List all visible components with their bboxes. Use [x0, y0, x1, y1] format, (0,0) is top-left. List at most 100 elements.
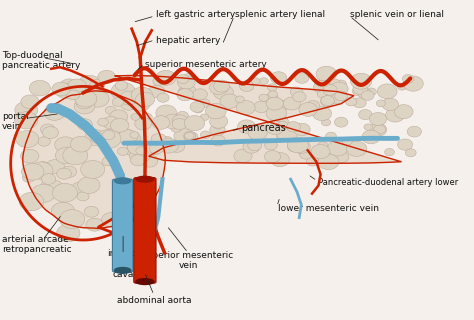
Circle shape: [359, 109, 372, 120]
Circle shape: [77, 192, 89, 201]
Circle shape: [60, 210, 85, 228]
Circle shape: [268, 91, 277, 98]
Circle shape: [353, 84, 367, 94]
Circle shape: [102, 116, 119, 129]
Circle shape: [57, 168, 72, 179]
Circle shape: [169, 140, 185, 152]
Circle shape: [290, 87, 303, 96]
Circle shape: [112, 98, 124, 106]
Circle shape: [248, 140, 262, 151]
Circle shape: [234, 149, 252, 163]
Circle shape: [271, 72, 287, 84]
Circle shape: [220, 94, 239, 108]
Circle shape: [271, 153, 290, 167]
Circle shape: [350, 73, 372, 89]
Circle shape: [86, 90, 109, 107]
Circle shape: [210, 115, 228, 128]
Circle shape: [376, 100, 385, 107]
Circle shape: [264, 140, 277, 150]
Circle shape: [55, 147, 78, 164]
Circle shape: [330, 79, 340, 87]
Circle shape: [214, 85, 233, 100]
Circle shape: [382, 98, 399, 111]
FancyBboxPatch shape: [112, 179, 133, 272]
Circle shape: [321, 96, 334, 106]
Circle shape: [323, 84, 337, 95]
Circle shape: [342, 137, 352, 145]
Circle shape: [193, 106, 203, 113]
Circle shape: [96, 130, 121, 148]
Circle shape: [78, 177, 100, 194]
Circle shape: [210, 81, 228, 94]
Circle shape: [266, 106, 287, 121]
Circle shape: [143, 114, 152, 121]
Circle shape: [369, 112, 387, 125]
Circle shape: [46, 160, 64, 174]
Circle shape: [335, 91, 347, 101]
Circle shape: [38, 137, 50, 146]
Circle shape: [176, 111, 189, 121]
Circle shape: [326, 132, 337, 140]
Circle shape: [81, 160, 105, 179]
Circle shape: [62, 166, 77, 178]
Circle shape: [40, 124, 55, 135]
Circle shape: [78, 75, 101, 92]
Circle shape: [259, 78, 268, 84]
Circle shape: [264, 150, 281, 163]
Circle shape: [317, 91, 327, 98]
Circle shape: [91, 133, 105, 143]
Circle shape: [321, 119, 330, 126]
Circle shape: [136, 147, 146, 155]
Circle shape: [300, 149, 313, 159]
Circle shape: [369, 123, 387, 136]
Circle shape: [86, 218, 103, 231]
Circle shape: [151, 133, 166, 145]
Text: superior mesenteric
vein: superior mesenteric vein: [143, 251, 234, 270]
Text: lower mesenteric vein: lower mesenteric vein: [278, 204, 379, 212]
Circle shape: [110, 118, 129, 132]
Circle shape: [277, 133, 286, 140]
Circle shape: [199, 99, 210, 108]
Circle shape: [85, 130, 106, 146]
Circle shape: [84, 206, 99, 217]
Text: Top-duodenal
pancreatic artery: Top-duodenal pancreatic artery: [2, 51, 81, 70]
Circle shape: [42, 126, 58, 139]
Circle shape: [201, 131, 210, 139]
Circle shape: [63, 146, 88, 165]
Circle shape: [292, 92, 306, 102]
Circle shape: [177, 75, 189, 84]
Circle shape: [313, 81, 331, 93]
Circle shape: [335, 117, 348, 127]
Circle shape: [179, 85, 196, 98]
Circle shape: [98, 70, 116, 84]
Circle shape: [120, 98, 137, 110]
Circle shape: [248, 126, 267, 140]
Circle shape: [394, 105, 413, 119]
Circle shape: [163, 114, 183, 129]
Circle shape: [397, 83, 407, 90]
Circle shape: [243, 140, 260, 153]
Circle shape: [178, 88, 189, 96]
Circle shape: [76, 96, 93, 109]
Circle shape: [316, 66, 337, 82]
Circle shape: [354, 76, 368, 86]
Circle shape: [77, 119, 92, 130]
Circle shape: [311, 144, 330, 159]
Circle shape: [118, 147, 128, 156]
Circle shape: [156, 70, 176, 85]
Circle shape: [115, 81, 128, 90]
Circle shape: [317, 78, 337, 93]
Circle shape: [346, 141, 367, 156]
Circle shape: [131, 87, 153, 103]
Circle shape: [384, 148, 394, 156]
Circle shape: [129, 148, 150, 164]
Ellipse shape: [115, 268, 131, 273]
Circle shape: [109, 110, 128, 124]
Circle shape: [306, 100, 319, 111]
Text: hepatic artery: hepatic artery: [156, 36, 220, 44]
Circle shape: [237, 120, 255, 133]
Circle shape: [374, 125, 385, 134]
Circle shape: [15, 101, 38, 119]
Circle shape: [171, 124, 182, 132]
Circle shape: [190, 101, 204, 112]
